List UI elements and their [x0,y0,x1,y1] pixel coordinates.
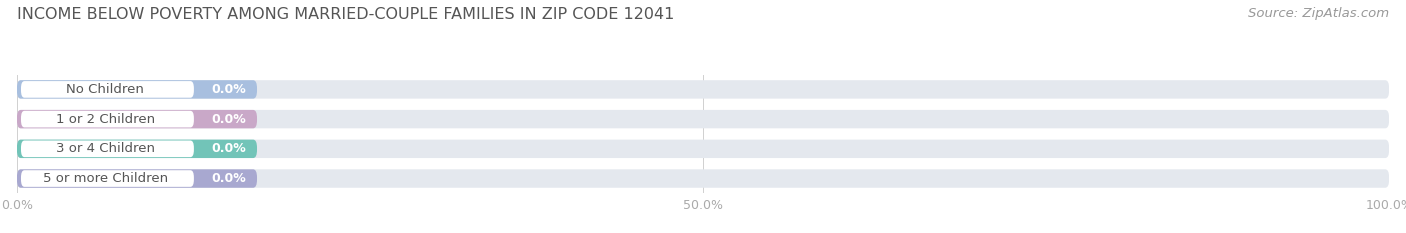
Text: No Children: No Children [66,83,145,96]
Text: 0.0%: 0.0% [211,83,246,96]
Text: 1 or 2 Children: 1 or 2 Children [56,113,155,126]
Text: 3 or 4 Children: 3 or 4 Children [56,142,155,155]
Text: INCOME BELOW POVERTY AMONG MARRIED-COUPLE FAMILIES IN ZIP CODE 12041: INCOME BELOW POVERTY AMONG MARRIED-COUPL… [17,7,675,22]
FancyBboxPatch shape [17,80,257,99]
FancyBboxPatch shape [21,140,194,157]
FancyBboxPatch shape [21,111,194,127]
FancyBboxPatch shape [17,140,257,158]
FancyBboxPatch shape [17,169,257,188]
Text: 0.0%: 0.0% [211,113,246,126]
FancyBboxPatch shape [17,110,1389,128]
FancyBboxPatch shape [21,170,194,187]
FancyBboxPatch shape [17,110,257,128]
Text: 5 or more Children: 5 or more Children [42,172,167,185]
Text: 0.0%: 0.0% [211,172,246,185]
Text: Source: ZipAtlas.com: Source: ZipAtlas.com [1249,7,1389,20]
FancyBboxPatch shape [17,80,1389,99]
Text: 0.0%: 0.0% [211,142,246,155]
FancyBboxPatch shape [17,140,1389,158]
FancyBboxPatch shape [21,81,194,98]
FancyBboxPatch shape [17,169,1389,188]
